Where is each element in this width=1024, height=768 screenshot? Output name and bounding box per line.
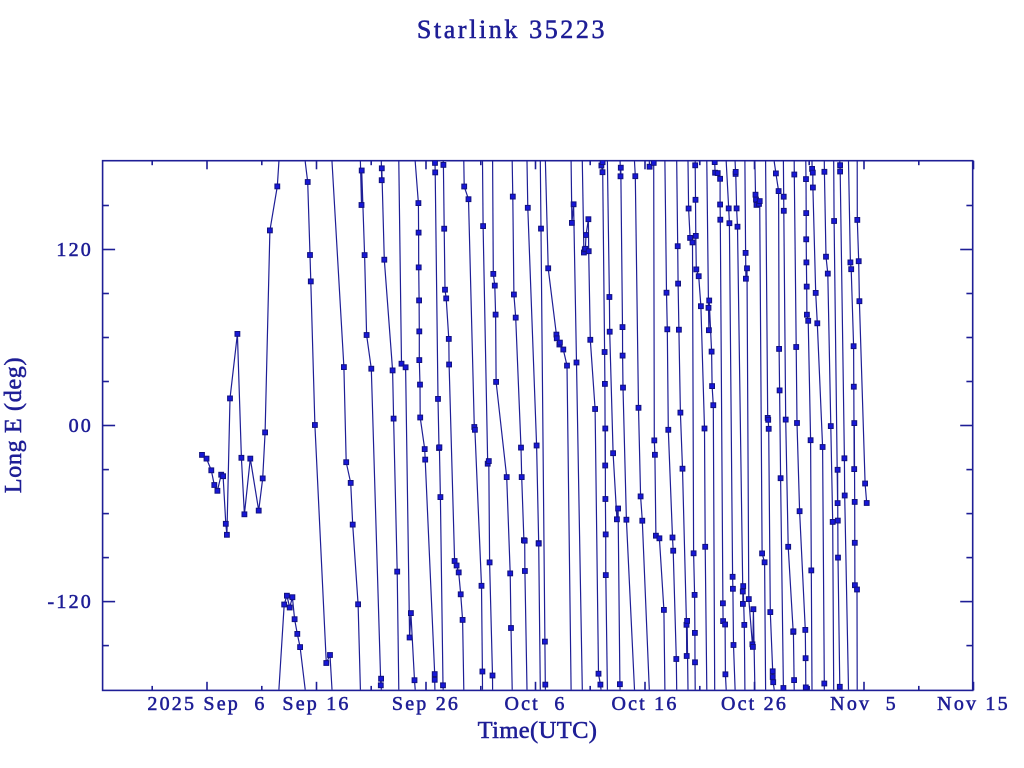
- svg-text:Oct 26: Oct 26: [721, 693, 788, 715]
- svg-text:Nov 15: Nov 15: [937, 693, 1010, 715]
- svg-text:Sep 16: Sep 16: [282, 693, 350, 715]
- svg-text:Sep 26: Sep 26: [392, 693, 460, 715]
- svg-text:Oct 6: Oct 6: [504, 693, 566, 715]
- svg-text:-120: -120: [48, 591, 93, 613]
- svg-text:Starlink 35223: Starlink 35223: [417, 15, 607, 44]
- svg-text:00: 00: [69, 415, 93, 437]
- svg-text:2025 Sep 6: 2025 Sep 6: [147, 693, 266, 715]
- svg-text:120: 120: [56, 239, 93, 261]
- svg-text:Nov 5: Nov 5: [830, 693, 898, 715]
- svg-text:Long E (deg): Long E (deg): [1, 357, 27, 493]
- svg-text:Time(UTC): Time(UTC): [478, 717, 598, 744]
- svg-text:Oct 16: Oct 16: [611, 693, 678, 715]
